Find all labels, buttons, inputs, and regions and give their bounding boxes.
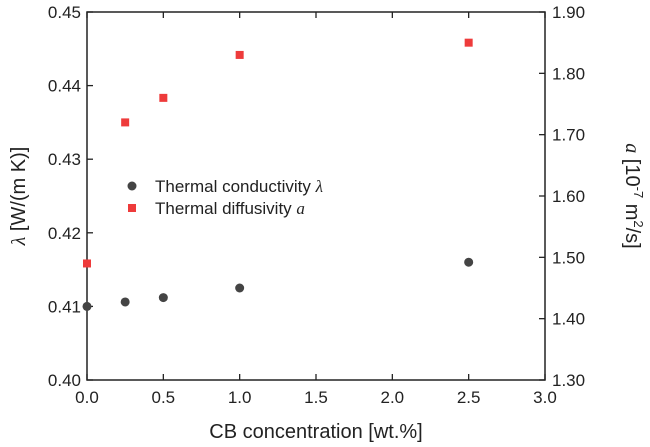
y-right-unit-b: m — [621, 198, 643, 220]
y-right-unit-a: [10 — [621, 153, 643, 186]
y-right-tick-label: 1.50 — [552, 248, 585, 267]
legend-label-conductivity: Thermal conductivity λ — [155, 177, 323, 196]
y-left-tick-label: 0.41 — [48, 297, 81, 316]
legend-text-conductivity: Thermal conductivity — [155, 177, 316, 196]
ticks-layer: 0.0 0.5 1.0 1.5 2.0 2.5 3.0 0.40 0.41 0.42 0.43 0.4… — [48, 3, 585, 407]
x-tick-label: 0.0 — [75, 388, 99, 407]
y-right-unit-c: /s] — [621, 228, 643, 249]
y-right-axis-title: a [10-7 m2/s] — [621, 143, 646, 249]
x-tick-label: 3.0 — [533, 388, 557, 407]
y-right-tick-label: 1.70 — [552, 126, 585, 145]
y-left-unit: [W/(m K)] — [8, 147, 30, 237]
diffusivity-point — [464, 38, 473, 47]
y-left-tick-label: 0.44 — [48, 77, 81, 96]
y-right-tick-label: 1.80 — [552, 64, 585, 83]
conductivity-point — [82, 301, 92, 311]
y-left-tick-label: 0.43 — [48, 150, 81, 169]
legend-symbol-diffusivity: a — [296, 199, 305, 218]
y-left-tick-label: 0.40 — [48, 371, 81, 390]
y-right-tick-label: 1.90 — [552, 3, 585, 22]
legend: Thermal conductivity λ Thermal diffusivi… — [127, 177, 323, 218]
conductivity-point — [158, 293, 168, 303]
legend-text-diffusivity: Thermal diffusivity — [155, 199, 296, 218]
legend-symbol-conductivity: λ — [315, 177, 323, 196]
x-axis-title: CB concentration [wt.%] — [209, 421, 422, 443]
conductivity-point — [120, 297, 130, 307]
legend-marker-conductivity — [127, 181, 137, 191]
conductivity-point — [464, 257, 474, 267]
conductivity-point — [235, 283, 245, 293]
x-tick-label: 2.0 — [381, 388, 405, 407]
diffusivity-point — [235, 50, 244, 59]
plot-area — [86, 11, 546, 381]
y-left-symbol: λ — [8, 236, 30, 246]
x-tick-label: 1.0 — [228, 388, 252, 407]
diffusivity-point — [83, 259, 91, 268]
legend-marker-diffusivity — [128, 204, 136, 212]
y-right-symbol: a — [621, 143, 643, 153]
x-tick-label: 1.5 — [304, 388, 328, 407]
legend-label-diffusivity: Thermal diffusivity a — [155, 199, 305, 218]
y-left-axis-title: λ [W/(m K)] — [8, 147, 30, 247]
y-right-tick-label: 1.30 — [552, 371, 585, 390]
x-tick-label: 0.5 — [152, 388, 176, 407]
diffusivity-point — [159, 93, 168, 102]
x-tick-label: 2.5 — [457, 388, 481, 407]
y-right-unit-sq: 2 — [631, 220, 646, 227]
diffusivity-point — [121, 118, 130, 127]
y-left-tick-label: 0.45 — [48, 3, 81, 22]
y-left-tick-label: 0.42 — [48, 224, 81, 243]
y-right-tick-label: 1.40 — [552, 310, 585, 329]
marks-layer — [82, 38, 474, 311]
y-right-tick-label: 1.60 — [552, 187, 585, 206]
y-right-unit-exp: -7 — [631, 187, 646, 199]
